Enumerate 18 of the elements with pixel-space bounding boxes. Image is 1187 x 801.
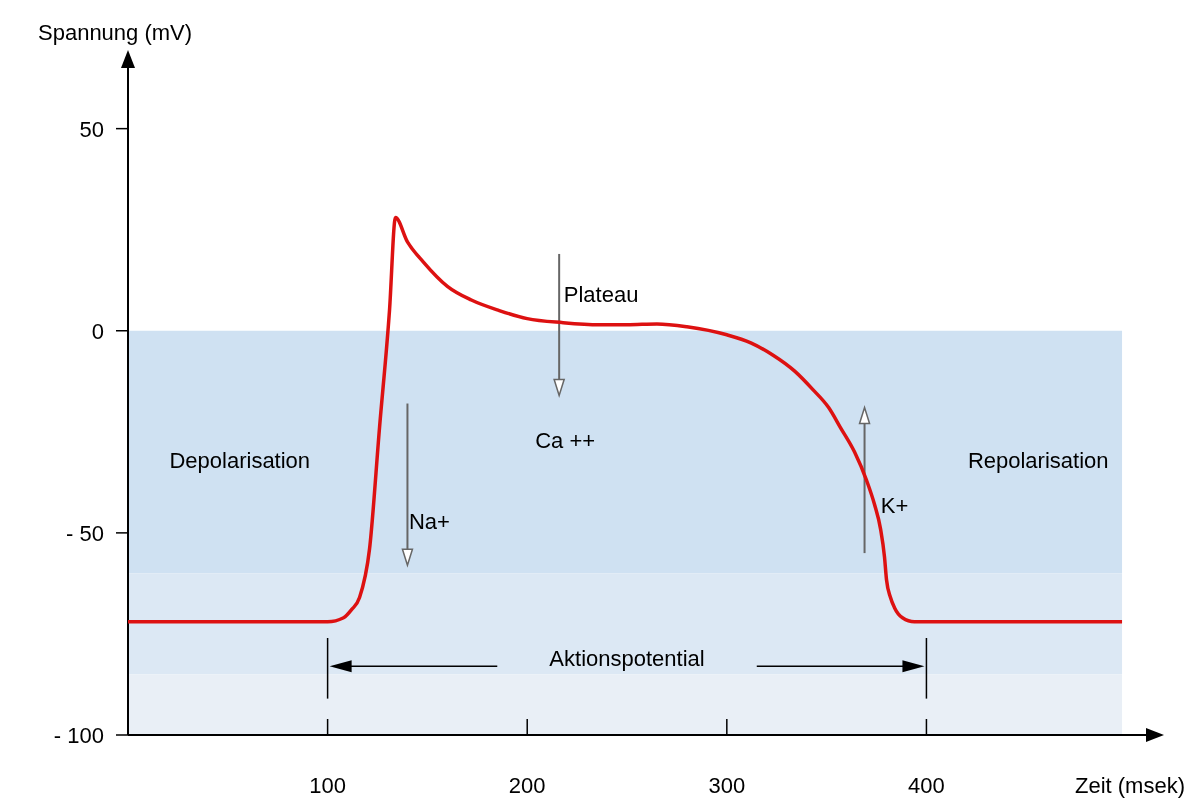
annotation: Na+ — [408, 508, 450, 534]
x-axis-title: Zeit (msek) — [1075, 773, 1185, 798]
y-tick-label: - 50 — [66, 520, 104, 546]
annotation: Ca ++ — [535, 427, 596, 453]
x-tick-label: 100 — [309, 773, 346, 798]
y-tick-label: 50 — [79, 116, 104, 142]
annotation: Depolarisation — [169, 448, 311, 474]
y-axis-title: Spannung (mV) — [38, 20, 193, 45]
x-tick-label: 200 — [508, 773, 546, 798]
annotation: Plateau — [563, 282, 639, 308]
annotation: Aktionspotential — [549, 646, 705, 672]
line-series — [126, 215, 1124, 624]
annotation: K+ — [880, 492, 909, 518]
x-tick-label: 300 — [708, 773, 746, 798]
y-tick-label: - 100 — [53, 723, 104, 748]
y-tick-label: 0 — [91, 318, 104, 344]
x-tick-label: 400 — [908, 773, 945, 798]
annotation: Repolarisation — [967, 448, 1109, 474]
